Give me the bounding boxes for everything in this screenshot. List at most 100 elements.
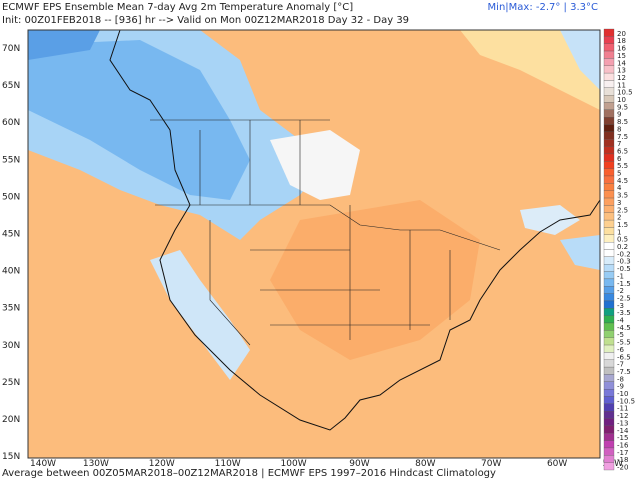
- colorbar-label: 11: [617, 81, 626, 89]
- colorbar-label: -0.2: [617, 250, 631, 258]
- coastline: [28, 29, 601, 431]
- lat-label: 55N: [2, 155, 20, 165]
- colorbar-label: -18: [617, 456, 628, 464]
- colorbar-swatch: [603, 440, 615, 449]
- lon-label: 140W: [30, 459, 56, 469]
- lat-label: 65N: [2, 81, 20, 91]
- colorbar-swatch: [603, 388, 615, 397]
- colorbar-swatch: [603, 352, 615, 360]
- colorbar-label: 2.5: [617, 206, 628, 214]
- colorbar-label: 8: [617, 125, 621, 133]
- colorbar-label: -6: [617, 346, 625, 354]
- colorbar-swatch: [603, 411, 615, 419]
- colorbar-swatch: [603, 234, 615, 243]
- colorbar-label: -2: [617, 287, 624, 295]
- colorbar-label: -3: [617, 302, 624, 310]
- colorbar-label: -8: [617, 375, 624, 383]
- colorbar-label: -14: [617, 427, 629, 435]
- lon-label: 110W: [215, 459, 241, 469]
- footer: Average between 00Z05MAR2018–00Z12MAR201…: [2, 468, 496, 479]
- colorbar-label: 4: [617, 184, 622, 192]
- colorbar-label: -10: [617, 390, 628, 398]
- lat-label: 60N: [2, 118, 20, 128]
- colorbar-swatch: [603, 286, 615, 294]
- colorbar-label: 7: [617, 140, 621, 148]
- lon-label: 60W: [547, 459, 567, 469]
- colorbar-swatch: [603, 293, 615, 302]
- lat-label: 70N: [2, 44, 20, 54]
- near-zero-region: [270, 130, 360, 200]
- colorbar-swatch: [603, 447, 615, 456]
- lat-labels: 70N 65N 60N 55N 50N 45N 40N 35N 30N 25N 20N 15N: [2, 44, 20, 462]
- map-frame: [27, 29, 601, 459]
- colorbar-swatch: [603, 366, 615, 375]
- colorbar-label: 12: [617, 74, 626, 82]
- colorbar-swatch: [603, 139, 615, 147]
- lon-label: 120W: [149, 459, 175, 469]
- colorbar-swatch: [603, 153, 615, 162]
- colorbar-label: -20: [617, 464, 628, 472]
- lon-label: 90W: [349, 459, 369, 469]
- colorbar-swatch: [603, 337, 615, 346]
- colorbar-swatch: [603, 227, 615, 235]
- colorbar-swatch: [603, 197, 615, 206]
- borders: [150, 119, 501, 346]
- colorbar-label: -0.5: [617, 265, 631, 273]
- colorbar-swatch: [603, 322, 615, 331]
- colorbar-swatch: [603, 28, 615, 37]
- colorbar-label: -4: [617, 317, 625, 325]
- colorbar-swatch: [603, 183, 615, 191]
- lat-label: 15N: [2, 452, 20, 462]
- colorbar-label: 16: [617, 45, 626, 53]
- colorbar-label: -10.5: [617, 397, 635, 405]
- colorbar-label: 3: [617, 199, 621, 207]
- colorbar-swatch: [603, 308, 615, 316]
- colorbar-label: 9.5: [617, 103, 628, 111]
- colorbar-label: -11: [617, 405, 628, 413]
- lat-label: 35N: [2, 304, 20, 314]
- colorbar-swatch: [603, 425, 615, 434]
- lat-label: 45N: [2, 230, 20, 240]
- colorbar-swatch: [603, 264, 615, 272]
- warm-anomaly: [270, 200, 480, 360]
- colorbar-swatch: [603, 418, 615, 427]
- colorbar-swatch: [603, 190, 615, 199]
- lon-label: 100W: [281, 459, 307, 469]
- colorbar-label: 10: [617, 96, 626, 104]
- colorbar-swatch: [603, 36, 615, 44]
- colorbar-swatch: [603, 72, 615, 81]
- colorbar-label: 6.5: [617, 147, 628, 155]
- colorbar-label: 20: [617, 30, 626, 38]
- colorbar-label: 14: [617, 59, 626, 67]
- colorbar-label: -2.5: [617, 294, 631, 302]
- colorbar-label: 1: [617, 228, 621, 236]
- colorbar-swatch: [603, 124, 615, 133]
- colorbar-swatch: [603, 212, 615, 221]
- colorbar-label: -17: [617, 449, 628, 457]
- colorbar-label: -3.5: [617, 309, 631, 317]
- colorbar-label: 2: [617, 214, 621, 222]
- colorbar-label: -0.3: [617, 258, 631, 266]
- colorbar-swatch: [603, 433, 615, 441]
- colorbar-label: 15: [617, 52, 626, 60]
- colorbar-label: 18: [617, 37, 626, 45]
- colorbar-label: -1.5: [617, 280, 631, 288]
- cold-anomaly: [520, 205, 580, 235]
- colorbar-swatch: [603, 344, 615, 353]
- colorbar-swatch: [603, 315, 615, 324]
- colorbar-label: -6.5: [617, 353, 631, 361]
- warm-anomaly: [460, 30, 600, 110]
- colorbar-label: 9: [617, 111, 621, 119]
- cold-anomaly-core: [28, 40, 250, 200]
- colorbar-label: 0.5: [617, 236, 628, 244]
- colorbar-swatch: [603, 50, 615, 59]
- colorbar-swatch: [603, 102, 615, 110]
- colorbar-label: 0.2: [617, 243, 628, 251]
- colorbar-label: 8.5: [617, 118, 628, 126]
- init-line: Init: 00Z01FEB2018 -- [936] hr --> Valid…: [2, 15, 409, 26]
- colorbar-label: 5.5: [617, 162, 628, 170]
- colorbar-swatch: [603, 278, 615, 287]
- cold-anomaly: [150, 250, 250, 380]
- colorbar-swatch: [603, 131, 615, 140]
